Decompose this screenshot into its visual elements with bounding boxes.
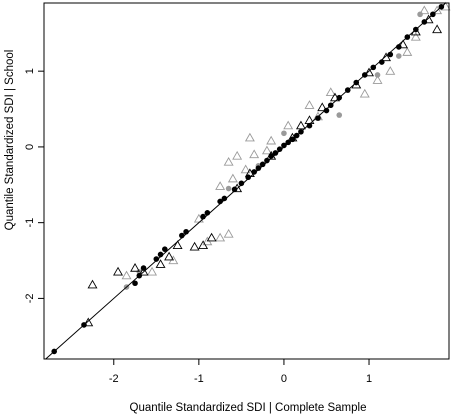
data-point-circle <box>281 142 287 149</box>
data-point-circle <box>306 122 313 129</box>
data-point-triangle <box>232 150 243 160</box>
x-tick-label: -1 <box>194 373 204 385</box>
data-point-triangle <box>83 317 94 327</box>
x-tick-label: 1 <box>366 373 372 385</box>
data-point-triangle <box>87 279 98 289</box>
y-tick-label: -1 <box>24 218 36 228</box>
data-point-triangle <box>304 100 315 109</box>
data-point-circle <box>162 246 168 252</box>
data-point-triangle <box>130 262 141 272</box>
data-point-triangle <box>410 31 421 41</box>
data-point-circle <box>336 112 343 118</box>
data-point-triangle <box>432 24 443 34</box>
data-point-triangle <box>266 135 277 145</box>
data-point-triangle <box>215 181 226 190</box>
data-point-triangle <box>113 266 123 276</box>
data-point-circle <box>276 146 283 152</box>
data-point-triangle <box>283 120 294 130</box>
data-point-circle <box>323 107 330 114</box>
x-tick-label: 0 <box>281 373 287 385</box>
data-point-triangle <box>423 14 434 24</box>
data-point-circle <box>264 157 270 164</box>
data-point-triangle <box>364 67 374 77</box>
data-point-triangle <box>385 66 396 75</box>
data-point-triangle <box>432 5 443 15</box>
data-point-triangle <box>138 266 149 276</box>
data-point-triangle <box>295 120 306 130</box>
data-point-triangle <box>164 251 175 261</box>
data-point-triangle <box>261 145 272 155</box>
data-point-triangle <box>189 241 200 251</box>
x-axis-ticks: -2 -1 0 1 <box>109 359 372 385</box>
data-point-triangle <box>317 102 328 112</box>
data-point-triangle <box>381 52 392 62</box>
data-point-circle <box>238 180 245 187</box>
plot-frame <box>43 2 450 360</box>
data-point-circle <box>374 72 381 78</box>
reference-line <box>45 2 446 360</box>
y-axis-ticks: -2 -1 0 1 <box>24 68 44 303</box>
data-point-circle <box>225 185 232 192</box>
data-point-triangle <box>215 232 226 242</box>
y-axis-label: Quantile Standardized SDI | School <box>4 50 16 231</box>
data-point-triangle <box>249 149 260 159</box>
y-tick-label: 1 <box>24 68 36 74</box>
data-point-circle <box>132 280 138 287</box>
data-point-triangle <box>359 88 370 98</box>
data-point-circle <box>231 186 238 193</box>
data-point-triangle <box>398 39 409 49</box>
y-tick-label: -2 <box>24 294 36 304</box>
data-point-triangle <box>223 228 234 238</box>
data-point-circle <box>245 174 252 181</box>
data-point-circle <box>140 265 147 271</box>
data-point-circle <box>315 115 321 121</box>
data-point-triangle <box>419 5 430 15</box>
data-point-circle <box>272 150 279 156</box>
data-point-triangle <box>325 87 336 96</box>
data-point-circle <box>281 130 287 137</box>
data-point-triangle <box>147 266 158 276</box>
data-point-circle <box>396 53 402 59</box>
data-point-circle <box>259 161 266 168</box>
data-point-triangle <box>206 232 217 242</box>
data-point-circle <box>221 195 228 202</box>
data-point-circle <box>153 256 160 262</box>
data-point-triangle <box>223 156 234 166</box>
data-point-circle <box>255 165 262 171</box>
data-point-triangle <box>402 47 413 56</box>
data-point-circle <box>417 11 423 18</box>
data-point-triangle <box>198 240 209 249</box>
data-point-triangle <box>155 259 166 268</box>
data-point-triangle <box>240 164 251 174</box>
data-point-circle <box>251 169 257 175</box>
x-tick-label: -2 <box>109 373 119 385</box>
data-point-triangle <box>227 173 238 183</box>
data-point-triangle <box>121 270 132 280</box>
data-point-triangle <box>172 240 183 249</box>
y-tick-label: 0 <box>24 144 36 150</box>
data-point-triangle <box>372 75 383 84</box>
x-axis-label: Quantile Standardized SDI | Complete Sam… <box>130 402 367 414</box>
data-point-triangle <box>244 132 255 142</box>
